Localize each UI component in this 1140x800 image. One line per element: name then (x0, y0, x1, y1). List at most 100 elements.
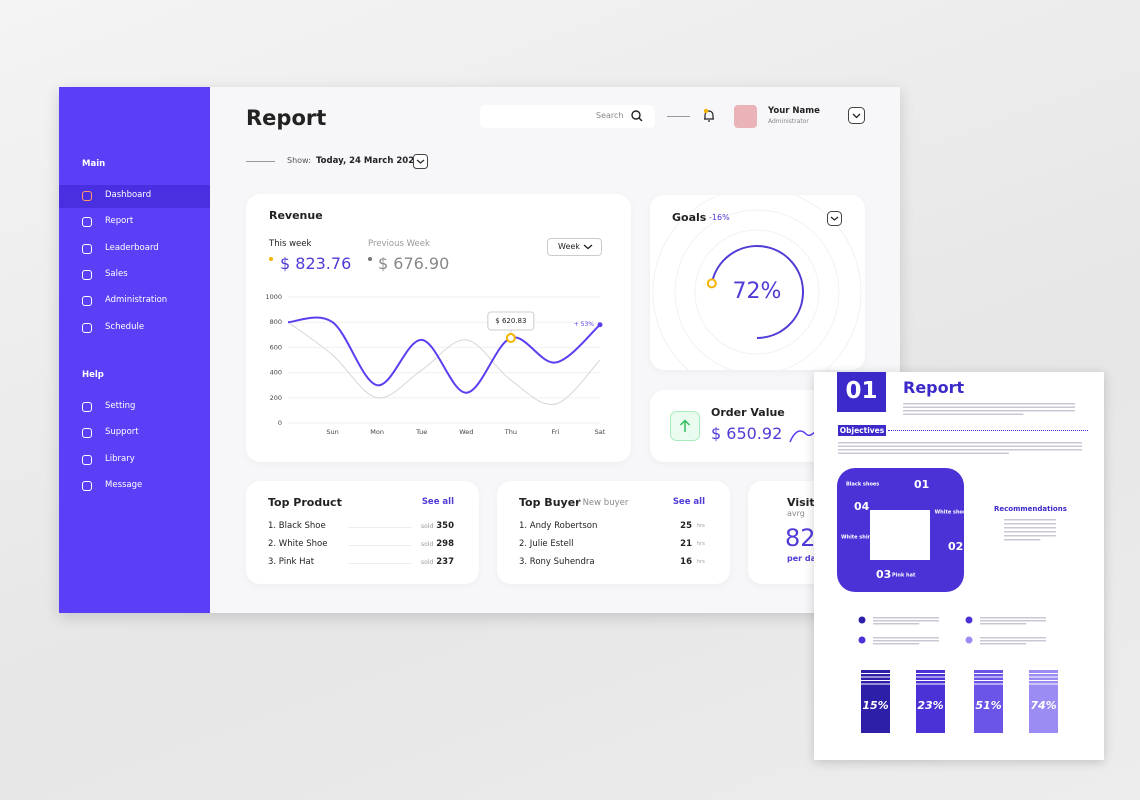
stat-stripe (974, 683, 1003, 685)
y-tick-label: 0 (278, 419, 282, 427)
product-sold: 298 (436, 539, 454, 549)
goals-change: -16% (709, 213, 730, 222)
sidebar (59, 87, 210, 613)
y-tick-label: 1000 (265, 293, 282, 301)
placeholder-text (903, 403, 1075, 405)
bell-icon[interactable] (701, 108, 717, 124)
sidebar-icon (82, 269, 92, 280)
sold-label: sold (421, 523, 434, 530)
this-week-total: $ 823.76 (280, 254, 352, 273)
placeholder-text (980, 643, 1027, 645)
revenue-chart: 0 200 400 600 800 1000 Sun Mon Tue Wed Thu Fri Sat $ … (265, 293, 606, 436)
goals-gauge (652, 195, 862, 370)
placeholder-text (1004, 519, 1056, 521)
top-product-card (246, 481, 479, 584)
goals-dropdown[interactable] (827, 211, 842, 226)
gauge-ring (652, 195, 862, 370)
sidebar-item[interactable]: Library (105, 453, 135, 464)
doc-title: Report (903, 378, 965, 397)
buyer-hours: 25 (680, 521, 692, 531)
product-name: 3. Pink Hat (268, 557, 315, 567)
x-tick-label: Sat (595, 428, 606, 436)
user-role: Administrator (768, 118, 809, 125)
period-caret (583, 244, 593, 250)
tooltip: $ 620.83 (495, 317, 526, 325)
y-tick-label: 600 (270, 343, 282, 351)
buyer-name: 2. Julie Estell (519, 539, 574, 549)
avatar[interactable] (734, 105, 757, 128)
doc-number: 01 (845, 378, 878, 404)
goals-title: Goals (672, 211, 707, 224)
row-rule (348, 527, 412, 528)
row-rule (348, 563, 412, 564)
order-value-icon (670, 411, 700, 441)
top-buyer-link[interactable]: See all (672, 497, 705, 507)
placeholder-text (1004, 527, 1056, 529)
placeholder-text (873, 620, 939, 622)
placeholder-text (903, 406, 1075, 408)
search-box[interactable] (480, 105, 655, 128)
placeholder-text (873, 640, 939, 642)
product-sold: 237 (436, 557, 454, 567)
sidebar-item[interactable]: Leaderboard (105, 242, 159, 253)
x-tick-label: Sun (326, 428, 338, 436)
sidebar-item[interactable]: Dashboard (105, 190, 152, 200)
placeholder-text (1004, 535, 1056, 537)
placeholder-text (980, 623, 1027, 625)
placeholder-text (1004, 539, 1041, 541)
stat-stripe (916, 676, 945, 678)
gauge-dot (706, 278, 717, 289)
top-product-link[interactable]: See all (421, 497, 454, 507)
sidebar-item[interactable]: Schedule (105, 321, 145, 332)
point-marker (505, 332, 516, 343)
date: Today, 24 March 2020 (316, 156, 421, 166)
search-icon[interactable] (631, 110, 643, 122)
placeholder-text (838, 445, 1082, 447)
placeholder-text (980, 620, 1046, 622)
product-name: 1. Black Shoe (268, 521, 326, 531)
stat-stripe (861, 676, 890, 678)
previous-week-dot (368, 257, 372, 261)
visitors-value: 82 (785, 524, 816, 552)
placeholder-text (980, 637, 1046, 639)
buyer-hours: 16 (680, 557, 692, 567)
sidebar-section: Help (82, 370, 104, 380)
stat-stripe (861, 683, 890, 685)
sidebar-icon (82, 322, 92, 333)
user-dropdown[interactable] (848, 107, 865, 124)
placeholder-text (903, 410, 1075, 412)
product-name: 2. White Shoe (268, 539, 328, 549)
sidebar-item[interactable]: Message (105, 479, 143, 490)
doc-number-box (837, 372, 886, 412)
doc-section: Objectives (839, 426, 885, 435)
product-sold: 350 (436, 521, 454, 531)
gauge-ring (674, 209, 840, 370)
stat-stripe (1029, 683, 1058, 685)
period-dropdown[interactable] (547, 238, 602, 256)
placeholder-text (873, 623, 920, 625)
placeholder-text (1004, 531, 1056, 533)
sidebar-item[interactable]: Support (105, 427, 139, 438)
sidebar-item[interactable]: Report (105, 216, 134, 227)
recommendations: Recommendations (994, 505, 1067, 513)
stat-stripe (916, 683, 945, 685)
stat-stripe (861, 673, 890, 674)
sidebar-icon (82, 454, 92, 465)
sidebar-item[interactable]: Sales (105, 268, 128, 279)
cycle-label: Pink hat (892, 573, 916, 579)
placeholder-text (873, 643, 920, 645)
page-title: Report (246, 106, 327, 130)
date-dropdown[interactable] (413, 154, 428, 169)
legend-dot (965, 616, 973, 624)
buyer-name: 3. Rony Suhendra (519, 557, 595, 567)
buyer-name: 1. Andy Robertson (519, 521, 598, 531)
placeholder-text (873, 617, 939, 619)
sidebar-icon (82, 217, 92, 228)
sidebar-item[interactable]: Administration (105, 295, 168, 306)
this-week-dot (269, 257, 273, 261)
sidebar-item[interactable]: Setting (105, 401, 136, 411)
visitors-unit: per day (787, 554, 821, 563)
sidebar-icon (82, 480, 92, 491)
legend-dot (858, 616, 866, 624)
